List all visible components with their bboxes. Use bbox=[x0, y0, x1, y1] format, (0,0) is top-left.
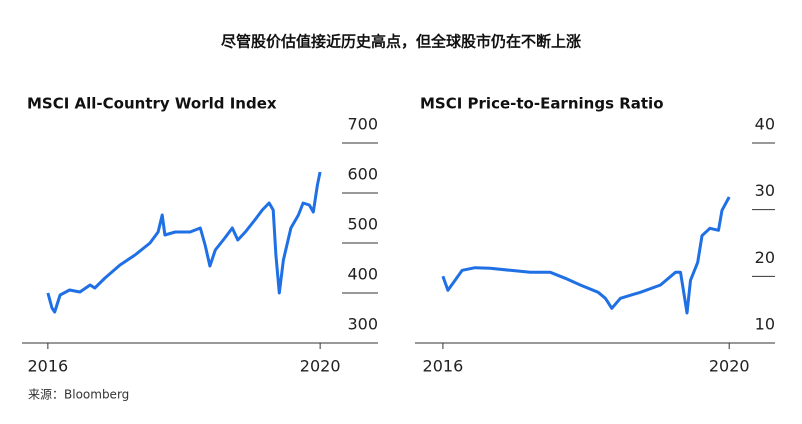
y-tick-label: 400 bbox=[347, 265, 378, 284]
y-tick-label: 500 bbox=[347, 215, 378, 234]
x-tick-label: 2016 bbox=[28, 357, 69, 376]
y-tick-label: 20 bbox=[755, 248, 775, 267]
data-line bbox=[441, 196, 731, 315]
y-tick-label: 700 bbox=[347, 115, 378, 134]
page-title: 尽管股价估值接近历史高点，但全球股市仍在不断上涨 bbox=[221, 33, 581, 51]
y-tick-label: 10 bbox=[755, 315, 775, 334]
x-tick-label: 2020 bbox=[709, 357, 750, 376]
y-tick-label: 30 bbox=[755, 181, 775, 200]
y-tick-label: 300 bbox=[347, 315, 378, 334]
chart-title: MSCI All-Country World Index bbox=[27, 95, 277, 113]
source: 来源：Bloomberg bbox=[28, 388, 129, 402]
y-tick-label: 40 bbox=[755, 115, 775, 134]
x-tick-label: 2016 bbox=[423, 357, 464, 376]
chart-title: MSCI Price-to-Earnings Ratio bbox=[420, 95, 664, 113]
y-tick-label: 600 bbox=[347, 165, 378, 184]
x-tick-label: 2020 bbox=[300, 357, 341, 376]
data-line bbox=[46, 171, 322, 314]
